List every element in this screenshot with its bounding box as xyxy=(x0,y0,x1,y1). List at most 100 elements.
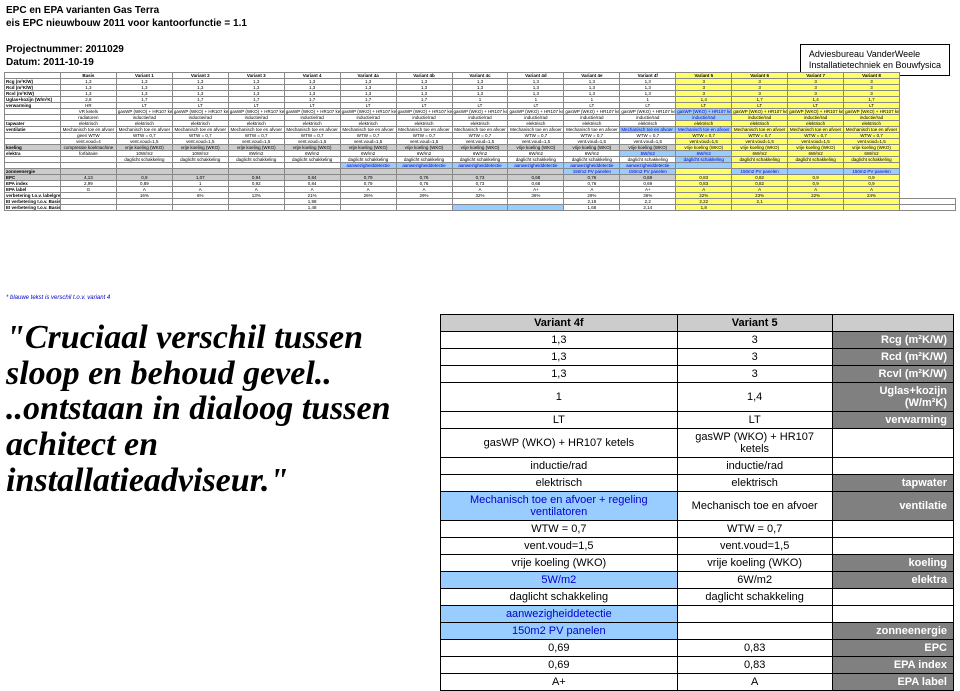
detail-cell: daglicht schakkeling xyxy=(441,589,678,606)
table-cell: gasWP (WKO) + HR107 ketels xyxy=(732,109,788,115)
detail-label: verwarming xyxy=(832,412,953,429)
table-cell: Mechanisch toe en afvoer xyxy=(452,127,508,133)
table-cell: Mechanisch toe en afvoer xyxy=(228,127,284,133)
detail-cell: vent.voud=1,5 xyxy=(441,538,678,555)
table-cell xyxy=(732,205,788,211)
table-cell: daglicht schakkeling xyxy=(284,157,340,163)
table-cell: aanwezigheiddetectie xyxy=(340,163,396,169)
detail-label: ventilatie xyxy=(832,492,953,521)
table-cell: Mechanisch toe en afvoer + regeling vent… xyxy=(620,127,676,133)
table-cell: daglicht schakkeling xyxy=(172,157,228,163)
detail-cell: 5W/m2 xyxy=(441,572,678,589)
detail-cell: elektrisch xyxy=(677,475,832,492)
table-cell: Mechanisch toe en afvoer xyxy=(116,127,172,133)
detail-label: tapwater xyxy=(832,475,953,492)
row-label: EI verbetering t.o.v. Basis (indicatief … xyxy=(5,199,61,205)
detail-cell: gasWP (WKO) + HR107 ketels xyxy=(441,429,678,458)
table-cell: aanwezigheiddetectie xyxy=(452,163,508,169)
detail-cell: 1,4 xyxy=(677,383,832,412)
table-cell: Mechanisch toe en afvoer xyxy=(340,127,396,133)
detail-cell: gasWP (WKO) + HR107 ketels xyxy=(677,429,832,458)
table-cell: 1,68 xyxy=(564,205,620,211)
table-cell: gasWP (WKO) + HR107 ketels xyxy=(172,109,228,115)
detail-cell: vent.voud=1,5 xyxy=(677,538,832,555)
table-cell: 1,48 xyxy=(284,205,340,211)
detail-cell: 0,69 xyxy=(441,640,678,657)
table-cell: daglicht schakkeling xyxy=(340,157,396,163)
detail-table: Variant 4fVariant 5 1,33Rcg (m²K/W)1,33R… xyxy=(440,314,954,691)
table-cell xyxy=(396,205,452,211)
header-block: EPC en EPA varianten Gas Terra eis EPC n… xyxy=(6,4,247,69)
detail-cell: inductie/rad xyxy=(441,458,678,475)
table-cell: aanwezigheiddetectie xyxy=(564,163,620,169)
detail-cell: vrije koeling (WKO) xyxy=(441,555,678,572)
table-cell: gasWP (WKO) + HR107 ketels xyxy=(228,109,284,115)
table-cell: aanwezigheiddetectie xyxy=(620,163,676,169)
table-cell: daglicht schakkeling xyxy=(508,157,564,163)
table-cell: Mechanisch toe en afvoer xyxy=(284,127,340,133)
detail-cell: 1,3 xyxy=(441,366,678,383)
detail-cell: 3 xyxy=(677,366,832,383)
table-cell xyxy=(172,205,228,211)
table-cell: daglicht schakkeling xyxy=(732,157,788,163)
table-cell: compressie koelmachine xyxy=(60,145,116,151)
quote-text: "Cruciaal verschil tussen sloop en behou… xyxy=(6,320,426,498)
table-cell: gasWP (WKO) + HR107 ketels xyxy=(564,109,620,115)
table-cell: gasWP (WKO) + HR107 ketels xyxy=(396,109,452,115)
detail-cell: 1 xyxy=(441,383,678,412)
detail-cell: LT xyxy=(441,412,678,429)
header-line1: EPC en EPA varianten Gas Terra xyxy=(6,4,247,17)
detail-cell: 0,83 xyxy=(677,657,832,674)
footnote: * blauwe tekst is verschil t.o.v. varian… xyxy=(6,295,110,301)
detail-label: EPA index xyxy=(832,657,953,674)
table-cell: aanwezigheiddetectie xyxy=(396,163,452,169)
detail-label: EPA label xyxy=(832,674,953,691)
table-cell: daglicht schakkeling xyxy=(844,157,900,163)
detail-cell: vrije koeling (WKO) xyxy=(677,555,832,572)
table-cell: 2,14 xyxy=(620,205,676,211)
table-cell: gasWP (WKO) + HR107 ketels xyxy=(676,109,732,115)
table-cell: daglicht schakkeling xyxy=(396,157,452,163)
table-cell: vrije koeling (WKO) xyxy=(284,145,340,151)
header-date: Datum: 2011-10-19 xyxy=(6,56,247,69)
table-cell: daglicht schakkeling xyxy=(116,157,172,163)
table-cell xyxy=(788,205,844,211)
table-cell xyxy=(900,205,956,211)
detail-label: EPC xyxy=(832,640,953,657)
table-cell xyxy=(228,205,284,211)
table-cell: gasWP (WKO) + HR107 ketels xyxy=(620,109,676,115)
detail-cell: Mechanisch toe en afvoer + regeling vent… xyxy=(441,492,678,521)
detail-label: Rcg (m²K/W) xyxy=(832,332,953,349)
detail-cell: 3 xyxy=(677,332,832,349)
detail-header: Variant 4f xyxy=(441,315,678,332)
row-label: EI verbetering t.o.v. Basis (indicatief … xyxy=(5,205,61,211)
table-cell: Mechanisch toe en afvoer xyxy=(732,127,788,133)
table-cell: vrije koeling (WKO) xyxy=(228,145,284,151)
table-cell: gasWP (WKO) + HR107 ketels xyxy=(508,109,564,115)
detail-header xyxy=(832,315,953,332)
detail-cell: A xyxy=(677,674,832,691)
table-cell: daglicht schakkeling xyxy=(564,157,620,163)
table-cell: Mechanisch toe en afvoer xyxy=(564,127,620,133)
detail-header: Variant 5 xyxy=(677,315,832,332)
detail-cell: daglicht schakkeling xyxy=(677,589,832,606)
detail-cell: 1,3 xyxy=(441,349,678,366)
detail-cell: 1,3 xyxy=(441,332,678,349)
table-cell: gasWP (WKO) + HR107 ketels xyxy=(340,109,396,115)
logo-block: Adviesbureau VanderWeele Installatietech… xyxy=(800,44,950,76)
detail-cell: 6W/m2 xyxy=(677,572,832,589)
table-cell: gasWP (WKO) + HR107 ketels xyxy=(788,109,844,115)
table-cell: daglicht schakkeling xyxy=(676,157,732,163)
detail-cell: 0,83 xyxy=(677,640,832,657)
table-cell xyxy=(116,205,172,211)
table-cell xyxy=(508,205,564,211)
table-cell: gasWP (WKO) + HR107 ketels xyxy=(452,109,508,115)
detail-cell: elektrisch xyxy=(441,475,678,492)
detail-label: Rcvl (m²K/W) xyxy=(832,366,953,383)
header-line2: eis EPC nieuwbouw 2011 voor kantoorfunct… xyxy=(6,17,247,30)
table-cell: Mechanisch toe en afvoer xyxy=(788,127,844,133)
variants-table: BasisVariant 1Variant 2Variant 3Variant … xyxy=(4,72,956,211)
detail-cell: WTW = 0,7 xyxy=(441,521,678,538)
detail-label: Rcd (m²K/W) xyxy=(832,349,953,366)
table-cell: daglicht schakkeling xyxy=(788,157,844,163)
